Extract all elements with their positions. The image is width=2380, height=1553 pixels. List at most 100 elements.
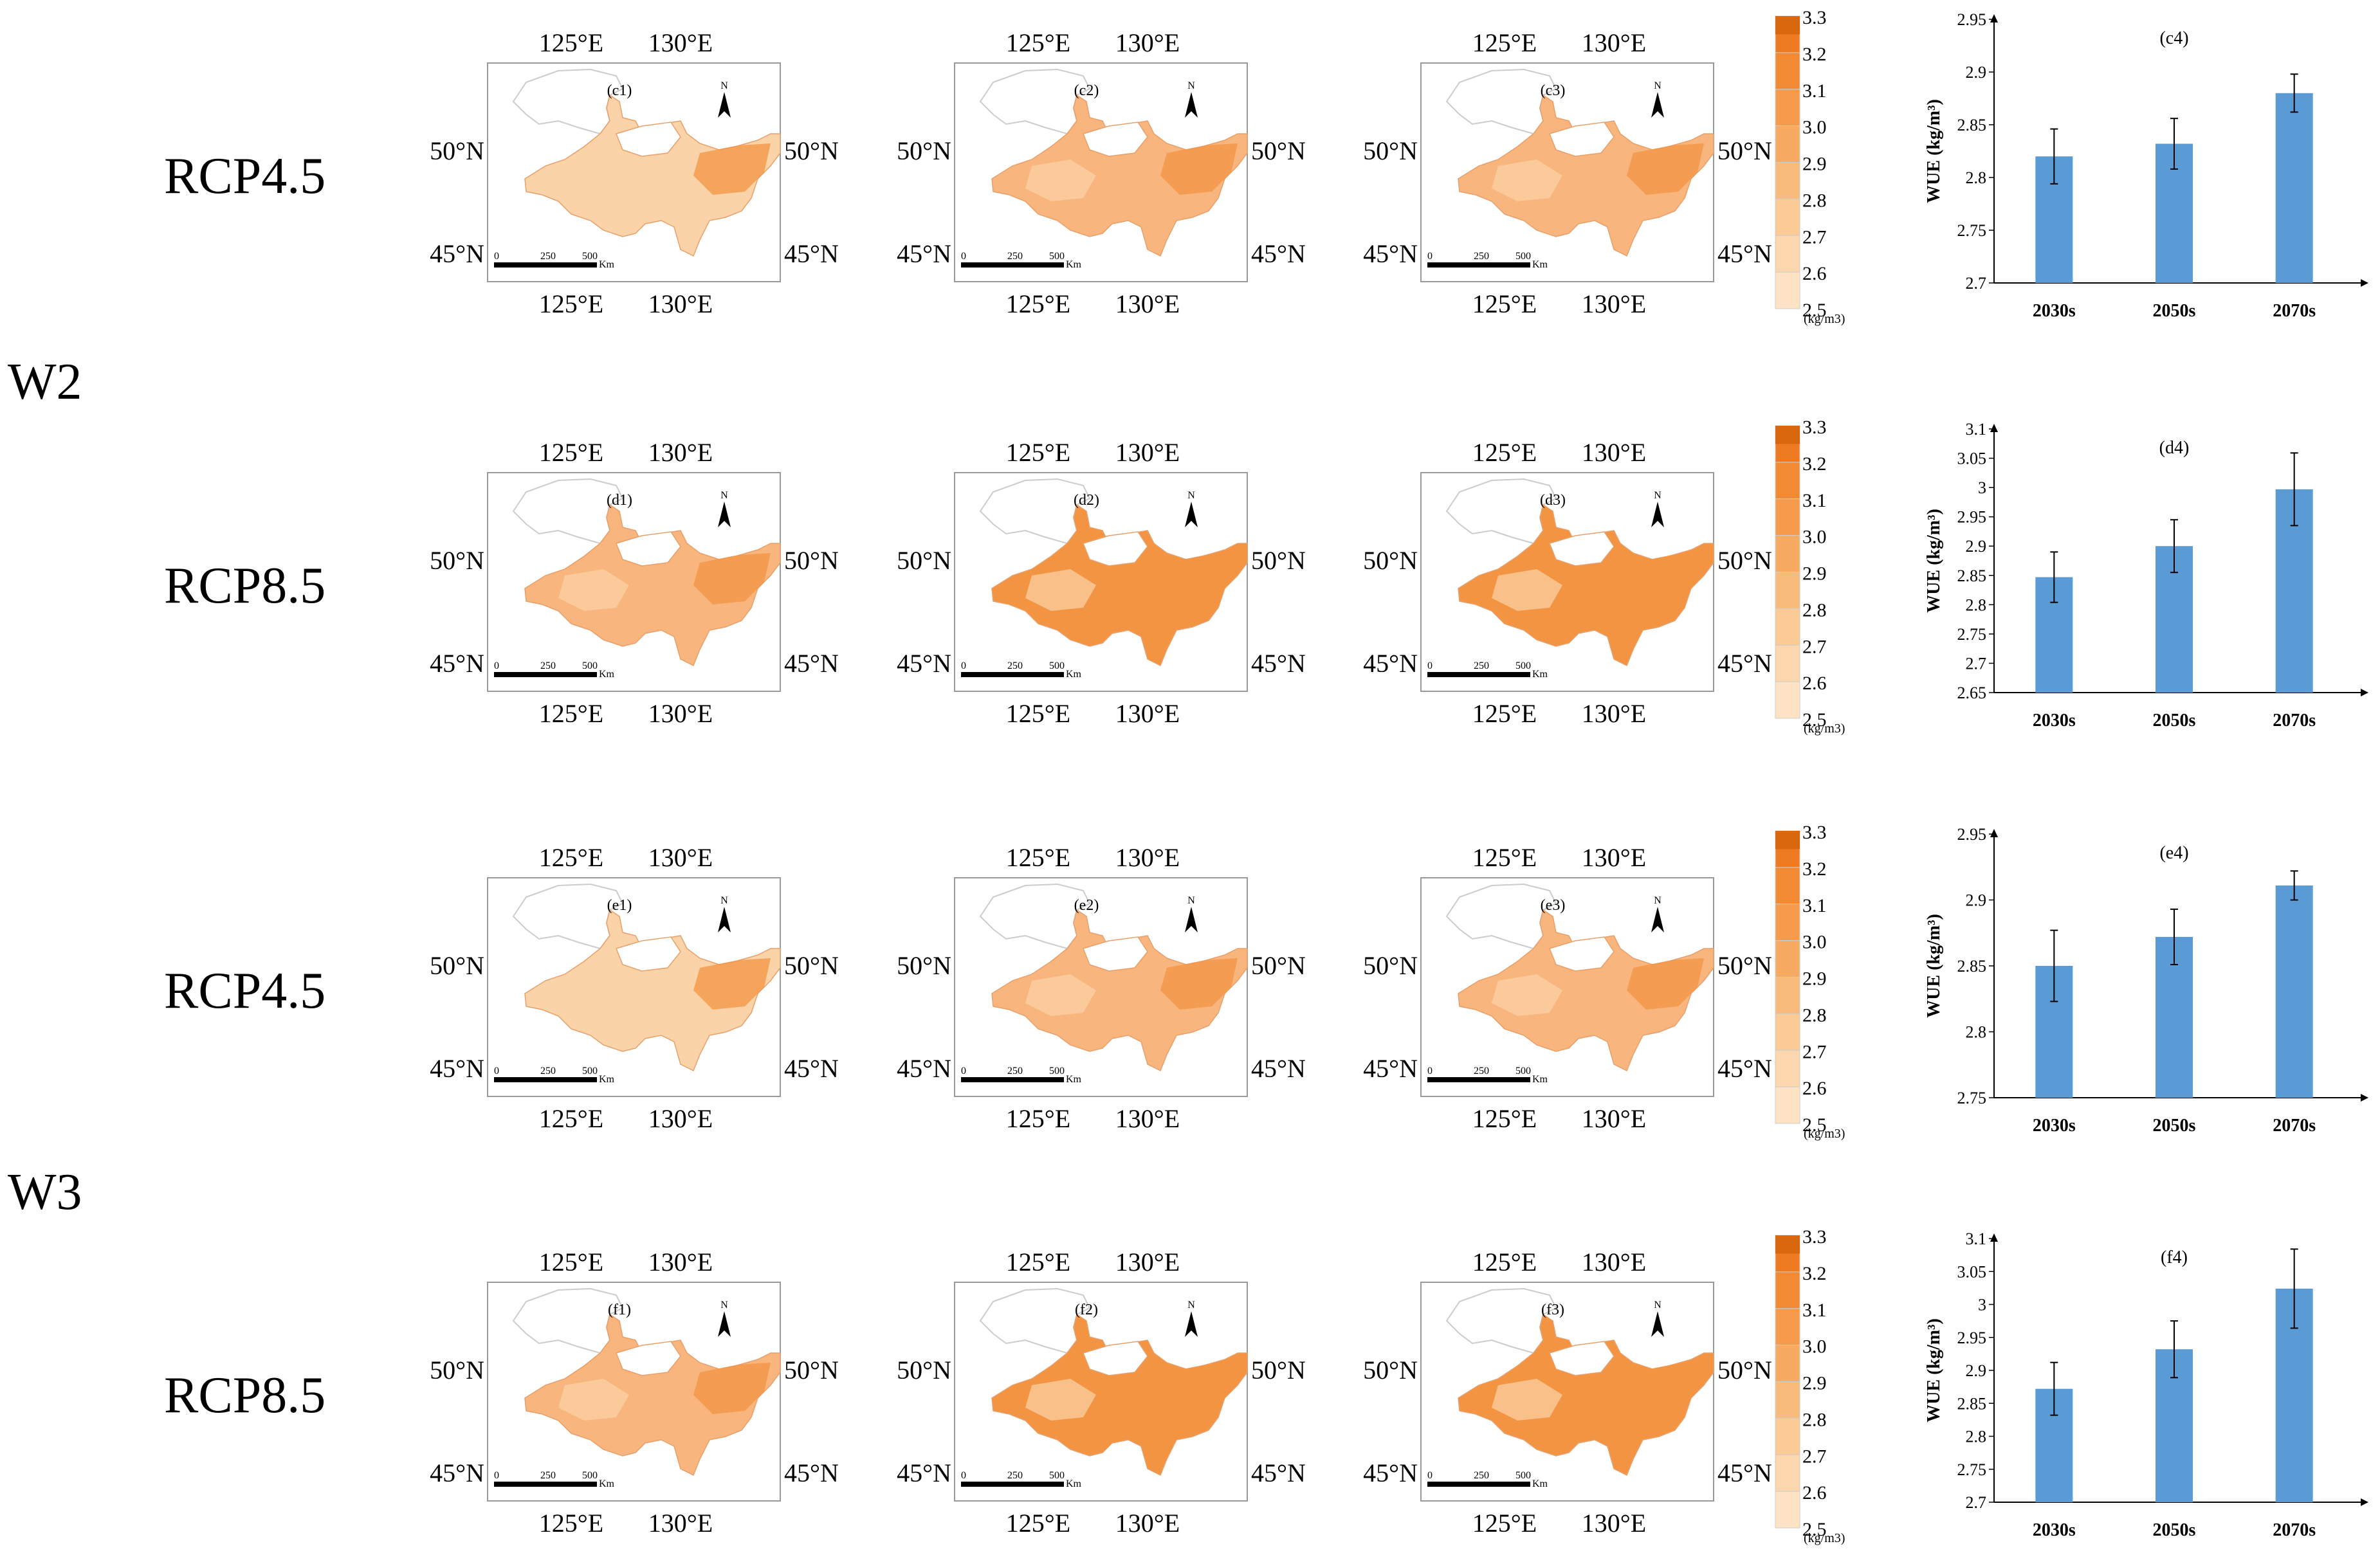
chart-title: (d4)	[2159, 438, 2190, 458]
lat-label: 50°N	[897, 951, 951, 980]
x-tick-label: 2030s	[2033, 301, 2076, 321]
scale-bar	[494, 262, 597, 268]
colorbar-segment	[1775, 426, 1800, 444]
lat-label: 50°N	[897, 546, 951, 575]
scale-label: 0	[1427, 1066, 1433, 1076]
x-tick-label: 2050s	[2153, 1520, 2196, 1540]
map-panel-label: (c1)	[607, 82, 632, 99]
lon-label: 130°E	[1115, 28, 1180, 57]
colorbar-tick-label: 3.0	[1802, 932, 1827, 953]
lon-label: 130°E	[648, 438, 713, 467]
lon-label: 125°E	[1472, 289, 1537, 318]
north-label: N	[1187, 895, 1195, 906]
colorbar-segment	[1775, 535, 1800, 572]
colorbar-tick-label: 3.0	[1802, 1336, 1827, 1358]
map-region-low-zone	[1492, 1379, 1562, 1421]
map-region-low-zone	[1025, 569, 1096, 611]
scale-bar	[961, 262, 1064, 268]
x-tick-label: 2050s	[2153, 711, 2196, 731]
y-tick-label: 2.9	[1966, 1361, 1987, 1380]
colorbar-segment	[1775, 462, 1800, 500]
map-lake	[615, 531, 681, 567]
lat-label: 50°N	[1717, 546, 1772, 575]
lat-label: 45°N	[1363, 1054, 1418, 1083]
map-region-low-zone	[1025, 159, 1096, 201]
map-region-high-zone	[1160, 1363, 1238, 1414]
y-axis-arrow-icon	[1990, 1233, 1998, 1242]
map-lake	[1548, 531, 1615, 567]
scale-label: 0	[961, 1066, 966, 1076]
colorbar-tick-label: 2.5	[1802, 1114, 1827, 1136]
colorbar-tick-label: 2.5	[1802, 709, 1827, 731]
scale-label: 0	[1427, 660, 1433, 671]
lon-label: 125°E	[539, 843, 603, 872]
y-tick-label: 3.05	[1957, 1262, 1987, 1281]
colorbar-segment	[1775, 904, 1800, 941]
group-label: W2	[8, 354, 82, 410]
scenario-label: RCP8.5	[164, 558, 325, 614]
colorbar-segment	[1775, 1308, 1800, 1346]
scale-label: 500	[582, 1066, 598, 1076]
map-region-fill	[1458, 909, 1714, 1072]
y-tick-label: 2.7	[1966, 1493, 1987, 1512]
scale-bar	[961, 1077, 1064, 1082]
colorbar-tick-label: 2.9	[1802, 154, 1827, 175]
lat-label: 45°N	[1363, 239, 1418, 268]
north-label: N	[1187, 490, 1195, 501]
scale-label: 500	[1515, 660, 1531, 671]
lon-label: 130°E	[1115, 438, 1180, 467]
lon-label: 125°E	[1006, 1104, 1070, 1133]
colorbar-segment	[1775, 125, 1800, 163]
colorbar-segment	[1775, 235, 1800, 273]
y-tick-label: 2.75	[1957, 1089, 1987, 1107]
lon-label: 125°E	[1006, 843, 1070, 872]
lat-label: 45°N	[1251, 1054, 1306, 1083]
map-region-high-zone	[1627, 1363, 1704, 1414]
north-label: N	[720, 490, 728, 501]
scale-unit: Km	[599, 1074, 615, 1085]
lon-label: 125°E	[539, 1248, 603, 1276]
map-region-low-zone	[1025, 974, 1096, 1016]
bar	[2275, 885, 2313, 1098]
x-axis-arrow-icon	[2361, 279, 2368, 287]
y-tick-label: 3	[1978, 1296, 1986, 1314]
colorbar-unit: (kg/m3)	[1804, 1127, 1845, 1141]
x-axis-arrow-icon	[2361, 1498, 2368, 1506]
lon-label: 130°E	[648, 1104, 713, 1133]
x-axis-arrow-icon	[2361, 1094, 2368, 1102]
x-axis-arrow-icon	[2361, 689, 2368, 696]
map-lake	[1548, 936, 1615, 972]
lat-label: 45°N	[897, 1054, 951, 1083]
colorbar-segment	[1775, 1271, 1800, 1309]
x-tick-label: 2070s	[2273, 1116, 2316, 1136]
map-region-fill	[991, 1313, 1248, 1476]
colorbar-segment	[1775, 608, 1800, 646]
scale-bar	[1427, 672, 1530, 677]
map-region-low-zone	[558, 974, 629, 1016]
scale-label: 250	[540, 251, 556, 262]
lon-label: 125°E	[1006, 1248, 1070, 1276]
y-tick-label: 2.75	[1957, 1460, 1987, 1479]
map-region-fill	[524, 1313, 781, 1476]
map-region-fill	[1458, 1313, 1714, 1476]
colorbar-tick-label: 3.3	[1802, 7, 1827, 28]
scale-label: 0	[961, 251, 966, 262]
colorbar-segment	[1775, 89, 1800, 127]
north-arrow-icon	[1651, 1311, 1664, 1337]
lon-label: 130°E	[1582, 843, 1646, 872]
north-label: N	[720, 1300, 728, 1311]
map-region-high-zone	[1160, 958, 1238, 1010]
y-tick-label: 3.1	[1966, 1230, 1987, 1248]
y-tick-label: 2.7	[1966, 274, 1987, 293]
y-tick-label: 2.9	[1966, 63, 1987, 82]
lat-label: 50°N	[1717, 951, 1772, 980]
colorbar-unit: (kg/m3)	[1804, 722, 1845, 736]
north-arrow-icon	[718, 502, 731, 527]
lon-label: 125°E	[1006, 1509, 1070, 1538]
scale-unit: Km	[1532, 1074, 1548, 1085]
scale-label: 250	[540, 660, 556, 671]
lon-label: 130°E	[1582, 28, 1646, 57]
lon-label: 125°E	[1006, 438, 1070, 467]
